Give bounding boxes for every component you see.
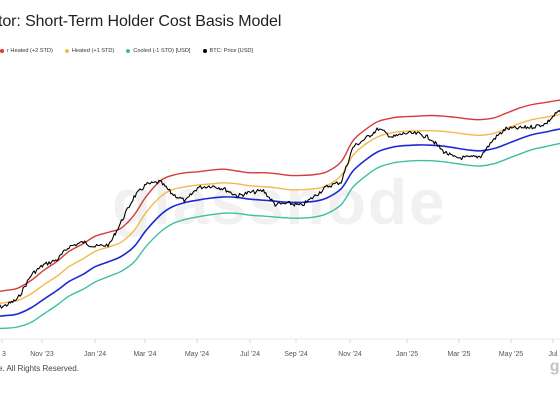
x-tick-label: Mar '25 [447, 351, 470, 358]
footer-brand-logo: gl [549, 358, 560, 375]
x-tick-label: May '25 [499, 351, 523, 358]
x-tick-layer: 3 Nov '23 Jan '24 Mar '24 May '24 Jul '24 Sep … [1, 339, 558, 358]
x-tick-label: Nov '23 [30, 351, 54, 358]
chart-plot-area: 3 Nov '23 Jan '24 Mar '24 May '24 Jul '24 Sep … [0, 99, 560, 358]
legend-label-heated: Heated (+1 STD) [71, 48, 115, 54]
series-line-btc-price-usd [0, 109, 560, 309]
legend-label-very-heated: r Heated (+2 STD) [7, 48, 53, 54]
footer-copyright: e. All Rights Reserved. [0, 364, 79, 373]
series-line-r-heated-2-std [0, 99, 560, 293]
x-tick-label: Sep '24 [284, 351, 308, 358]
x-tick-label: Jan '25 [396, 351, 418, 358]
series-line-sth-cost-basis [0, 128, 560, 317]
legend-item-btc-price[interactable]: BTC: Price [USD] [202, 48, 254, 54]
x-tick-label: Jan '24 [84, 351, 106, 358]
x-tick-label: May '24 [185, 351, 209, 358]
series-line-heated-1-std [0, 113, 560, 304]
legend-label-btc-price: BTC: Price [USD] [209, 48, 254, 54]
series-layer [0, 99, 560, 330]
x-tick-label: 3 [2, 351, 6, 358]
x-tick-label: Nov '24 [338, 351, 362, 358]
legend-item-very-heated[interactable]: r Heated (+2 STD) [0, 48, 53, 54]
chart-legend: r Heated (+2 STD) Heated (+1 STD) Cooled… [0, 45, 253, 57]
legend-label-cooled: Cooled (-1 STD) [USD] [133, 48, 191, 54]
x-tick-label: Jul [549, 351, 558, 358]
legend-dot-btc-price [202, 49, 207, 53]
legend-item-cooled[interactable]: Cooled (-1 STD) [USD] [126, 48, 191, 54]
legend-dot-very-heated [0, 49, 4, 53]
legend-dot-cooled [126, 49, 131, 53]
x-tick-label: Mar '24 [133, 351, 156, 358]
chart-title: tor: Short-Term Holder Cost Basis Model [0, 13, 282, 30]
legend-item-heated[interactable]: Heated (+1 STD) [64, 48, 115, 54]
series-line-cooled-1-std-usd [0, 142, 560, 330]
x-tick-label: Jul '24 [240, 351, 260, 358]
legend-dot-heated [64, 49, 69, 53]
